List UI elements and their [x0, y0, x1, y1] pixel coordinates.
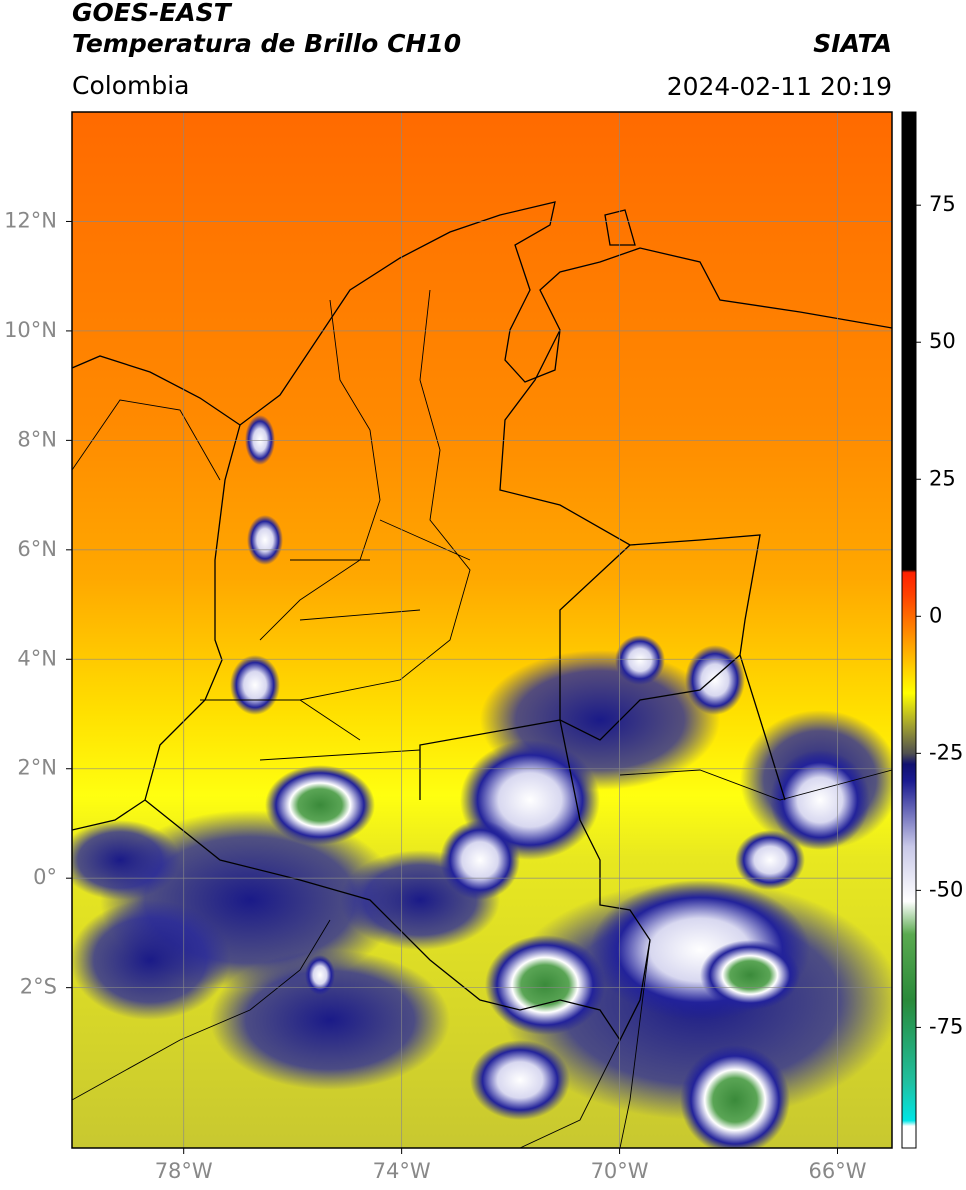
y-tick-label: 4°N: [17, 646, 57, 670]
y-tick-label: 2°S: [20, 975, 57, 999]
datetime: 2024-02-11 20:19: [667, 72, 892, 101]
colorbar-tick-label: 0: [929, 603, 942, 627]
title: GOES-EAST: [72, 0, 233, 27]
colorbar-tick-label: -75: [929, 1014, 963, 1038]
y-tick-label: 12°N: [4, 208, 57, 232]
source: SIATA: [813, 29, 892, 58]
x-tick-label: 70°W: [591, 1159, 649, 1183]
y-tick-label: 6°N: [17, 537, 57, 561]
x-tick-label: 66°W: [809, 1159, 867, 1183]
colorbar-frame: [901, 111, 917, 1149]
colorbar-tick-label: 25: [929, 466, 956, 490]
map-image: [72, 112, 892, 1148]
y-tick-label: 0°: [33, 865, 57, 889]
grid: [72, 112, 892, 1148]
colorbar-tick-label: 50: [929, 329, 956, 353]
colorbar-tick-label: -50: [929, 877, 963, 901]
y-tick-label: 10°N: [4, 318, 57, 342]
y-tick-label: 8°N: [17, 427, 57, 451]
colorbar-tick-label: 75: [929, 192, 956, 216]
colorbar: [902, 112, 916, 1148]
y-tick-label: 2°N: [17, 756, 57, 780]
x-tick-label: 78°W: [155, 1159, 213, 1183]
subtitle: Temperatura de Brillo CH10: [72, 29, 461, 58]
clouds: [72, 415, 892, 1148]
colorbar-tick-label: -25: [929, 740, 963, 764]
coastlines: [72, 201, 892, 1148]
region: Colombia: [72, 71, 189, 100]
map-frame: [71, 111, 893, 1149]
x-tick-label: 74°W: [373, 1159, 431, 1183]
